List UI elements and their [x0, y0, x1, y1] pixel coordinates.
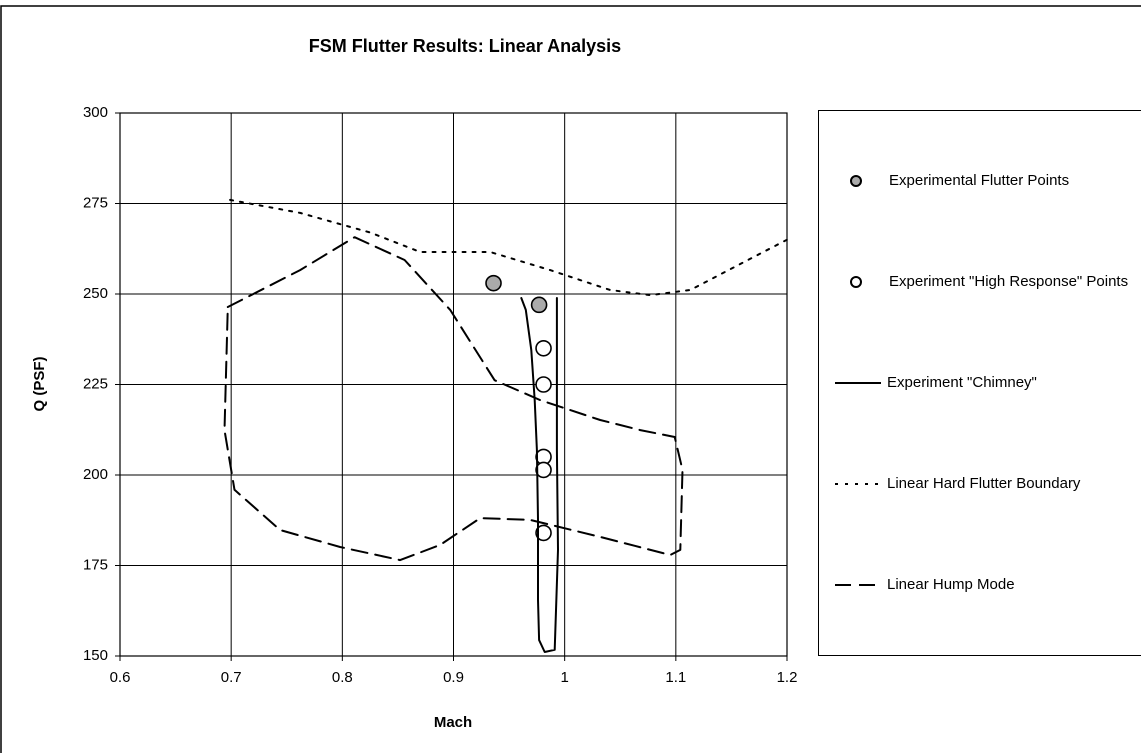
data-point	[535, 376, 552, 393]
x-axis-label: Mach	[434, 714, 472, 731]
legend-entry: Experiment "High Response" Points	[819, 271, 1141, 293]
legend-label: Linear Hump Mode	[887, 575, 1015, 593]
y-tick-label: 225	[83, 375, 108, 392]
y-tick-label: 300	[83, 104, 108, 121]
y-tick-label: 175	[83, 556, 108, 573]
y-tick-label: 250	[83, 285, 108, 302]
x-tick-label: 1.1	[665, 669, 686, 686]
legend-label: Experimental Flutter Points	[889, 172, 1070, 190]
frame	[0, 5, 1141, 753]
legend-label: Linear Hard Flutter Boundary	[887, 474, 1081, 492]
y-tick-label: 150	[83, 647, 108, 664]
legend-swatch	[835, 482, 881, 485]
legend-swatch	[835, 381, 881, 384]
legend-entry: Linear Hump Mode	[819, 574, 1141, 596]
y-tick-label: 275	[83, 194, 108, 211]
legend-label: Experiment "High Response" Points	[889, 273, 1129, 291]
chart-title: FSM Flutter Results: Linear Analysis	[309, 36, 621, 56]
x-tick-label: 0.6	[110, 669, 131, 686]
legend: Experimental Flutter Points Experiment "H…	[818, 110, 1141, 656]
data-point	[535, 461, 552, 479]
x-tick-label: 0.8	[332, 669, 353, 686]
legend-entry: Experimental Flutter Points	[819, 170, 1141, 192]
legend-label: Experiment "Chimney"	[887, 373, 1037, 391]
legend-entry: Linear Hard Flutter Boundary	[819, 473, 1141, 495]
legend-marker	[850, 175, 862, 188]
data-line	[223, 236, 684, 562]
data-point	[530, 296, 548, 314]
data-point	[535, 524, 552, 542]
legend-marker	[850, 276, 862, 289]
legend-swatch	[850, 175, 862, 188]
legend-swatch	[835, 583, 881, 586]
x-tick-label: 1.2	[777, 669, 798, 686]
y-axis-label: Q (PSF)	[31, 356, 48, 411]
data-point	[535, 339, 552, 357]
legend-entry: Experiment "Chimney"	[819, 372, 1141, 394]
y-tick-label: 200	[83, 466, 108, 483]
x-tick-label: 0.9	[443, 669, 464, 686]
x-tick-label: 1	[560, 669, 568, 686]
data-line	[229, 198, 788, 297]
x-tick-label: 0.7	[221, 669, 242, 686]
data-point	[485, 274, 502, 292]
legend-swatch	[850, 276, 862, 289]
data-line	[520, 297, 559, 653]
